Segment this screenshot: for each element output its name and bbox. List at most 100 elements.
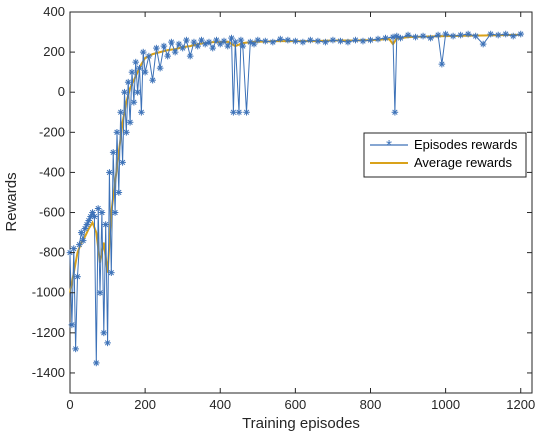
y-tick-label: 200 bbox=[43, 44, 65, 59]
episode-reward-point bbox=[220, 37, 228, 45]
x-tick-label: 600 bbox=[285, 397, 307, 412]
episode-reward-point bbox=[168, 38, 175, 46]
y-tick-label: 400 bbox=[43, 4, 65, 19]
episode-reward-point bbox=[94, 205, 102, 212]
episode-reward-point bbox=[70, 245, 78, 252]
episode-reward-point bbox=[156, 64, 164, 72]
legend-box bbox=[363, 132, 527, 178]
episode-reward-point bbox=[130, 98, 138, 106]
episode-reward-point bbox=[190, 38, 198, 46]
episode-reward-point bbox=[487, 30, 494, 38]
y-tick-label: -600 bbox=[39, 205, 65, 220]
episode-reward-point bbox=[359, 37, 367, 45]
episode-reward-point bbox=[128, 68, 136, 76]
episode-reward-point bbox=[216, 40, 224, 48]
episode-reward-point bbox=[397, 34, 404, 42]
episode-reward-point bbox=[235, 108, 243, 116]
episode-reward-point bbox=[205, 38, 213, 46]
episode-reward-point bbox=[262, 37, 269, 45]
episode-reward-point bbox=[382, 34, 389, 42]
episode-reward-point bbox=[74, 273, 81, 280]
episode-reward-point bbox=[138, 108, 145, 116]
episode-reward-point bbox=[517, 30, 525, 38]
episode-reward-point bbox=[104, 339, 111, 347]
episode-reward-point bbox=[231, 38, 239, 46]
episode-reward-point bbox=[119, 159, 126, 166]
x-tick-label: 400 bbox=[209, 397, 231, 412]
episode-reward-point bbox=[79, 237, 87, 244]
episode-reward-point bbox=[393, 32, 401, 40]
episode-reward-point bbox=[479, 40, 487, 48]
episode-reward-point bbox=[153, 44, 160, 52]
episode-reward-point bbox=[239, 42, 247, 50]
episode-reward-point bbox=[277, 35, 284, 43]
episode-reward-point bbox=[111, 209, 119, 216]
episode-reward-point bbox=[322, 38, 329, 46]
episode-reward-point bbox=[145, 52, 153, 60]
episode-reward-point bbox=[509, 32, 517, 40]
episode-reward-point bbox=[269, 38, 277, 46]
episode-reward-point bbox=[209, 44, 217, 52]
episode-reward-point bbox=[149, 76, 156, 84]
legend-average-label: Average rewards bbox=[414, 155, 513, 170]
episode-reward-point bbox=[109, 149, 117, 156]
episode-reward-point bbox=[124, 78, 132, 86]
episode-reward-point bbox=[213, 36, 220, 44]
episode-reward-point bbox=[329, 36, 337, 44]
y-tick-label: -800 bbox=[39, 245, 65, 260]
episode-reward-point bbox=[72, 345, 79, 353]
y-tick-label: 0 bbox=[58, 84, 65, 99]
y-axis-label: Rewards bbox=[3, 172, 20, 231]
episode-reward-point bbox=[314, 37, 322, 45]
episode-reward-point bbox=[183, 36, 190, 44]
episode-reward-point bbox=[96, 289, 104, 297]
episode-reward-point bbox=[449, 32, 457, 40]
episode-reward-point bbox=[224, 42, 232, 50]
episode-reward-point bbox=[412, 33, 419, 41]
y-tick-label: -1000 bbox=[32, 285, 65, 300]
episode-reward-point bbox=[102, 221, 109, 228]
episode-reward-point bbox=[136, 64, 143, 72]
x-tick-label: 1200 bbox=[506, 397, 535, 412]
episode-reward-point bbox=[92, 359, 100, 367]
episode-reward-point bbox=[434, 31, 442, 39]
episode-reward-point bbox=[427, 34, 434, 42]
y-tick-label: -400 bbox=[39, 164, 65, 179]
episode-reward-point bbox=[108, 269, 115, 276]
episode-reward-point bbox=[374, 35, 382, 43]
y-tick-label: -200 bbox=[39, 124, 65, 139]
episode-reward-point bbox=[91, 213, 98, 220]
episode-reward-point bbox=[164, 52, 171, 60]
episode-rewards-layer bbox=[66, 30, 525, 367]
episode-reward-point bbox=[337, 37, 344, 45]
episode-reward-point bbox=[76, 241, 83, 248]
x-tick-label: 800 bbox=[360, 397, 382, 412]
episode-reward-point bbox=[175, 40, 183, 48]
x-tick-label: 0 bbox=[66, 397, 73, 412]
legend-episodes-marker: * bbox=[386, 137, 392, 154]
episode-reward-point bbox=[344, 38, 352, 46]
episode-reward-point bbox=[442, 30, 449, 38]
episode-reward-point bbox=[419, 32, 427, 40]
episode-reward-point bbox=[404, 31, 412, 39]
episode-reward-point bbox=[230, 108, 237, 116]
episode-reward-point bbox=[132, 58, 140, 66]
plot-area bbox=[69, 11, 533, 394]
episode-reward-point bbox=[139, 48, 147, 56]
episode-reward-point bbox=[352, 36, 359, 44]
episode-reward-point bbox=[115, 189, 123, 196]
episode-reward-point bbox=[126, 118, 134, 126]
episode-reward-point bbox=[367, 36, 374, 44]
episode-reward-point bbox=[123, 129, 130, 136]
episode-reward-point bbox=[121, 88, 128, 96]
episode-reward-point bbox=[284, 36, 292, 44]
episode-reward-point bbox=[438, 60, 446, 68]
legend: * Episodes rewards Average rewards bbox=[363, 132, 527, 178]
episode-reward-point bbox=[250, 40, 258, 48]
episode-reward-point bbox=[391, 108, 399, 116]
episode-reward-point bbox=[134, 88, 141, 96]
episode-reward-point bbox=[502, 30, 510, 38]
episode-reward-point bbox=[160, 42, 168, 50]
episode-reward-point bbox=[307, 36, 314, 44]
